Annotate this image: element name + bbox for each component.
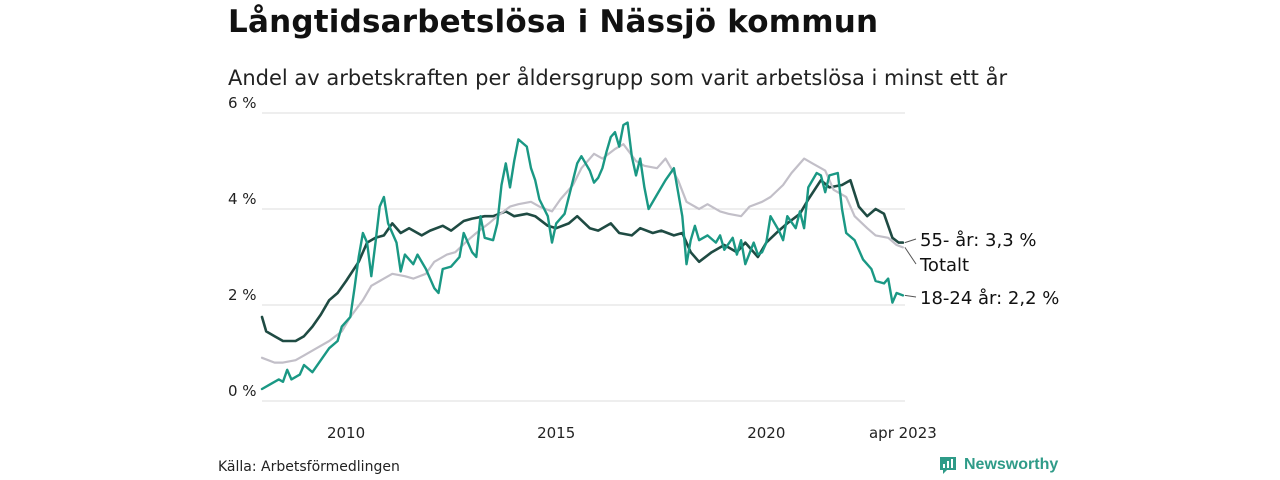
leader-line-total xyxy=(904,247,917,265)
newsworthy-logo-icon xyxy=(940,457,956,474)
y-tick-label: 2 % xyxy=(228,286,257,304)
series-line-total xyxy=(260,143,904,364)
x-tick-label: 2015 xyxy=(537,424,575,442)
brand-logo: Newsworthy xyxy=(938,455,1058,475)
y-axis-ticks: 0 % 2 % 4 % 6 % xyxy=(228,94,257,400)
x-axis-ticks: 2010 2015 2020 apr 2023 xyxy=(327,424,937,442)
y-tick-label: 4 % xyxy=(228,190,257,208)
source-note: Källa: Arbetsförmedlingen xyxy=(218,459,400,475)
x-tick-label: apr 2023 xyxy=(869,424,937,442)
gridlines xyxy=(262,112,905,402)
series-label-senior: 55- år: 3,3 % xyxy=(920,230,1036,251)
series-label-youth: 18-24 år: 2,2 % xyxy=(920,288,1059,309)
leader-line-youth xyxy=(904,294,917,298)
chart-title: Långtidsarbetslösa i Nässjö kommun xyxy=(228,4,879,40)
y-tick-label: 0 % xyxy=(228,382,257,400)
chart-subtitle: Andel av arbetskraften per åldersgrupp s… xyxy=(228,66,1008,90)
series-end-labels: 55- år: 3,3 % Totalt 18-24 år: 2,2 % xyxy=(904,230,1059,309)
brand-name: Newsworthy xyxy=(964,456,1059,473)
series-label-total: Totalt xyxy=(919,255,969,276)
leader-line-senior xyxy=(904,238,917,244)
x-tick-label: 2020 xyxy=(747,424,785,442)
y-tick-label: 6 % xyxy=(228,94,257,112)
series-line-youth xyxy=(260,121,905,391)
x-tick-label: 2010 xyxy=(327,424,365,442)
series-lines xyxy=(260,121,905,391)
